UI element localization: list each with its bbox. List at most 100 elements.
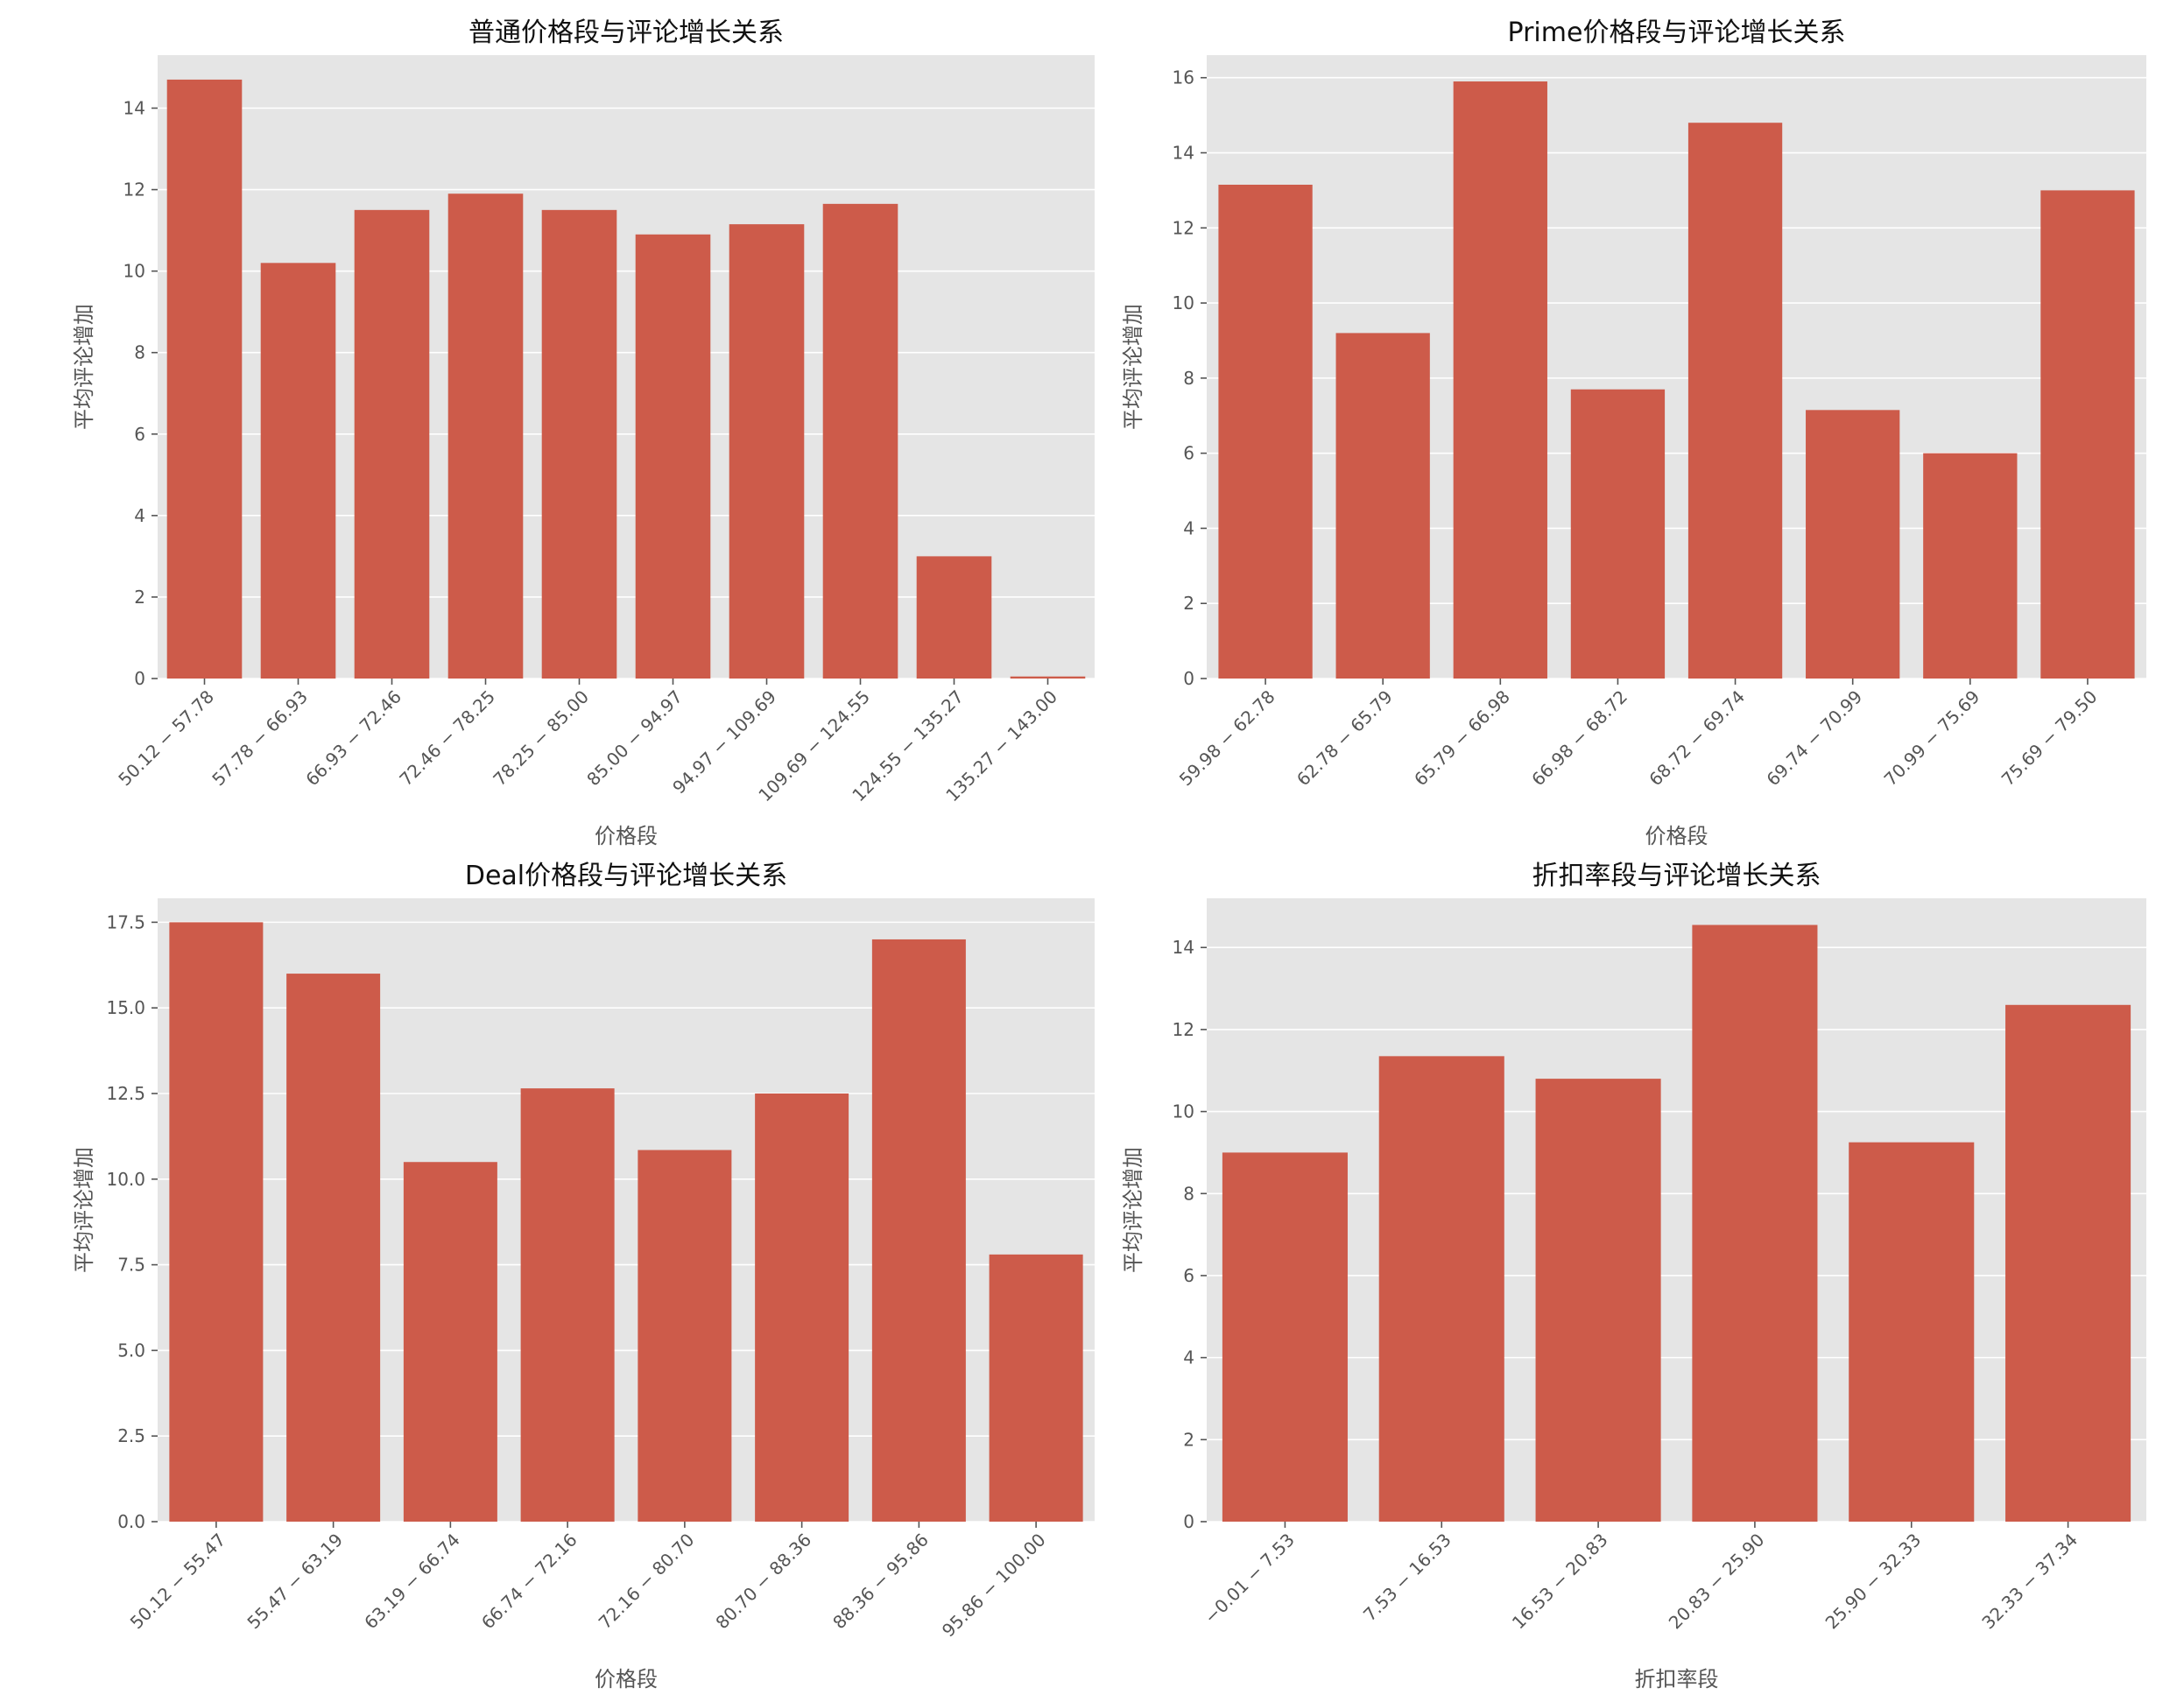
- bar: [260, 263, 336, 679]
- y-tick-label: 8: [1183, 368, 1194, 389]
- chart-title: 普通价格段与评论增长关系: [469, 18, 784, 48]
- bar: [541, 209, 617, 679]
- x-tick-label: 95.86 − 100.00: [938, 1530, 1050, 1642]
- x-tick-label: 25.90 − 32.33: [1821, 1530, 1926, 1634]
- x-tick-label: 55.47 − 63.19: [243, 1530, 347, 1634]
- x-tick-label: 80.70 − 88.36: [711, 1530, 815, 1634]
- y-tick-label: 4: [1183, 517, 1194, 538]
- y-tick-label: 0: [1183, 1511, 1194, 1532]
- x-tick-label: 72.46 − 78.25: [395, 686, 499, 791]
- y-tick-label: 2: [134, 587, 145, 608]
- bar: [1222, 1152, 1348, 1522]
- bar: [1692, 925, 1818, 1522]
- bar: [755, 1093, 849, 1522]
- bar: [1923, 453, 2018, 679]
- y-tick-label: 14: [1173, 937, 1194, 958]
- bar: [989, 1254, 1083, 1522]
- x-tick-label: 69.74 − 70.99: [1762, 686, 1866, 791]
- x-axis-label: 价格段: [595, 824, 658, 848]
- bar: [1335, 333, 1430, 679]
- y-axis-label: 平均评论增加: [72, 1147, 96, 1273]
- bar: [1535, 1079, 1661, 1522]
- y-tick-label: 5.0: [117, 1340, 145, 1361]
- y-tick-label: 0: [1183, 668, 1194, 689]
- x-tick-label: 75.69 − 79.50: [1997, 686, 2102, 791]
- chart-panel-4: 0 2 4 6 8 10 12 14 −0.01 − 7.53 7.53 − 16.53 16.53…: [1121, 861, 2146, 1691]
- y-tick-label: 2: [1183, 593, 1194, 614]
- bar: [1570, 389, 1666, 679]
- x-tick-label: 59.98 − 62.78: [1175, 686, 1279, 791]
- x-axis-label: 价格段: [1645, 824, 1708, 848]
- x-tick-label: 50.12 − 57.78: [114, 686, 218, 791]
- y-tick-label: 8: [1183, 1183, 1194, 1204]
- chart-title: Prime价格段与评论增长关系: [1508, 18, 1846, 48]
- x-tick-label: 88.36 − 95.86: [828, 1530, 933, 1634]
- bar: [822, 203, 898, 679]
- x-tick-label: 63.19 − 66.74: [360, 1530, 464, 1634]
- y-tick-label: 6: [134, 424, 145, 445]
- x-tick-label: 50.12 − 55.47: [126, 1530, 230, 1634]
- x-tick-label: 7.53 − 16.53: [1359, 1530, 1455, 1626]
- y-tick-label: 10: [123, 261, 145, 282]
- x-tick-label: 57.78 − 66.93: [208, 686, 312, 791]
- x-tick-label: 85.00 − 94.97: [582, 686, 687, 791]
- y-tick-label: 12: [1173, 1019, 1194, 1040]
- y-tick-label: 6: [1183, 443, 1194, 464]
- x-tick-label: 62.78 − 65.79: [1293, 686, 1397, 791]
- y-axis-label: 平均评论增加: [1121, 1147, 1145, 1273]
- y-tick-label: 10: [1173, 292, 1194, 313]
- y-tick-label: 14: [123, 97, 145, 118]
- y-tick-label: 2.5: [117, 1425, 145, 1446]
- y-tick-label: 10.0: [106, 1169, 145, 1190]
- x-tick-label: 16.53 − 20.83: [1508, 1530, 1612, 1634]
- bar: [447, 193, 524, 679]
- y-tick-label: 0.0: [117, 1511, 145, 1532]
- bar: [2040, 190, 2135, 679]
- x-tick-label: 32.33 − 37.34: [1977, 1530, 2082, 1634]
- bar: [729, 224, 805, 679]
- chart-title: 折扣率段与评论增长关系: [1532, 861, 1821, 891]
- x-tick-label: −0.01 − 7.53: [1200, 1530, 1299, 1628]
- x-tick-label: 66.93 − 72.46: [301, 686, 405, 791]
- y-tick-label: 17.5: [106, 911, 145, 932]
- bar: [1218, 184, 1313, 679]
- y-tick-label: 12: [123, 179, 145, 200]
- bar: [403, 1162, 497, 1522]
- bar: [638, 1150, 732, 1522]
- y-tick-label: 6: [1183, 1265, 1194, 1286]
- y-tick-label: 0: [134, 668, 145, 689]
- bar: [1453, 81, 1547, 679]
- bar: [916, 556, 992, 679]
- x-tick-label: 68.72 − 69.74: [1645, 686, 1749, 791]
- x-tick-label: 20.83 − 25.90: [1665, 1530, 1769, 1634]
- bar: [169, 922, 264, 1522]
- y-tick-label: 15.0: [106, 997, 145, 1018]
- y-axis-label: 平均评论增加: [72, 304, 96, 430]
- y-tick-label: 14: [1173, 143, 1194, 164]
- chart-title: Deal价格段与评论增长关系: [465, 861, 787, 891]
- bar: [1806, 410, 1900, 679]
- y-tick-label: 16: [1173, 67, 1194, 88]
- bar: [871, 939, 966, 1522]
- y-axis-label: 平均评论增加: [1121, 304, 1145, 430]
- bar: [286, 974, 381, 1522]
- bar: [1378, 1056, 1504, 1522]
- x-tick-label: 65.79 − 66.98: [1410, 686, 1514, 791]
- x-tick-label: 70.99 − 75.69: [1880, 686, 1984, 791]
- y-tick-label: 4: [134, 505, 145, 526]
- x-axis-label: 价格段: [595, 1667, 658, 1691]
- chart-panel-3: 0.0 2.5 5.0 7.5 10.0 12.5 15.0 17.5 50.12 − 55.4…: [72, 861, 1095, 1691]
- y-tick-label: 10: [1173, 1101, 1194, 1122]
- bar: [1849, 1142, 1975, 1522]
- bar: [520, 1088, 615, 1522]
- bar: [635, 234, 711, 679]
- bar: [166, 79, 243, 679]
- plot-area: [1207, 898, 2146, 1522]
- bar: [2005, 1004, 2131, 1522]
- y-tick-label: 4: [1183, 1347, 1194, 1368]
- x-tick-label: 78.25 − 85.00: [489, 686, 593, 791]
- bar: [1687, 123, 1783, 679]
- bar: [1010, 676, 1086, 679]
